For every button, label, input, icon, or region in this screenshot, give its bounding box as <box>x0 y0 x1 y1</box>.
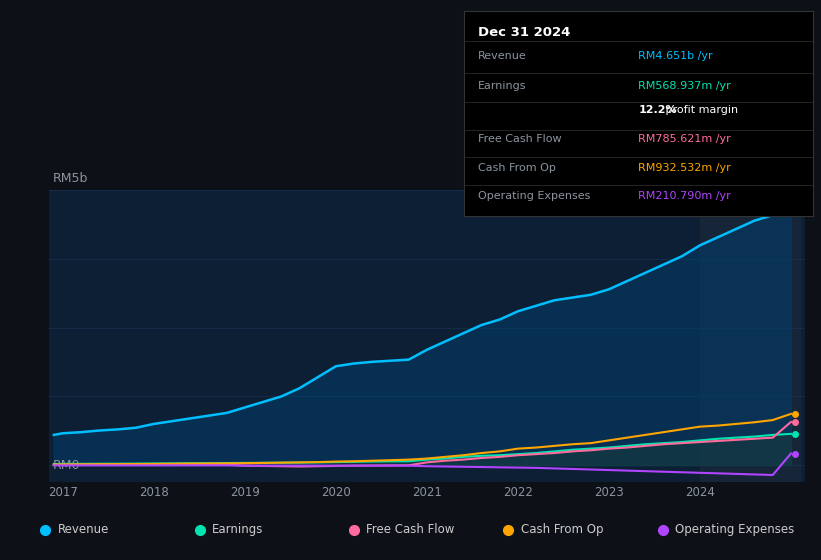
Text: Revenue: Revenue <box>478 51 526 61</box>
Text: RM0: RM0 <box>53 459 80 472</box>
Text: 2019: 2019 <box>230 486 260 500</box>
Text: Free Cash Flow: Free Cash Flow <box>478 134 562 144</box>
Text: 2020: 2020 <box>321 486 351 500</box>
Bar <box>700 190 800 482</box>
Text: Free Cash Flow: Free Cash Flow <box>366 523 455 536</box>
Text: Revenue: Revenue <box>57 523 109 536</box>
Text: 2018: 2018 <box>139 486 169 500</box>
Text: Cash From Op: Cash From Op <box>478 162 556 172</box>
Text: RM568.937m /yr: RM568.937m /yr <box>639 81 731 91</box>
Text: 2021: 2021 <box>412 486 442 500</box>
Text: profit margin: profit margin <box>662 105 738 115</box>
Text: Operating Expenses: Operating Expenses <box>478 191 590 201</box>
Text: 2024: 2024 <box>685 486 715 500</box>
Text: RM932.532m /yr: RM932.532m /yr <box>639 162 731 172</box>
Text: RM785.621m /yr: RM785.621m /yr <box>639 134 731 144</box>
Text: Earnings: Earnings <box>212 523 264 536</box>
Text: Operating Expenses: Operating Expenses <box>675 523 794 536</box>
Text: 2023: 2023 <box>594 486 624 500</box>
Text: 12.2%: 12.2% <box>639 105 677 115</box>
Text: RM5b: RM5b <box>53 171 89 185</box>
Text: 2017: 2017 <box>48 486 78 500</box>
Text: RM4.651b /yr: RM4.651b /yr <box>639 51 713 61</box>
Text: Dec 31 2024: Dec 31 2024 <box>478 26 571 39</box>
Text: Earnings: Earnings <box>478 81 526 91</box>
Text: Cash From Op: Cash From Op <box>521 523 603 536</box>
Text: 2022: 2022 <box>503 486 533 500</box>
Text: RM210.790m /yr: RM210.790m /yr <box>639 191 731 201</box>
